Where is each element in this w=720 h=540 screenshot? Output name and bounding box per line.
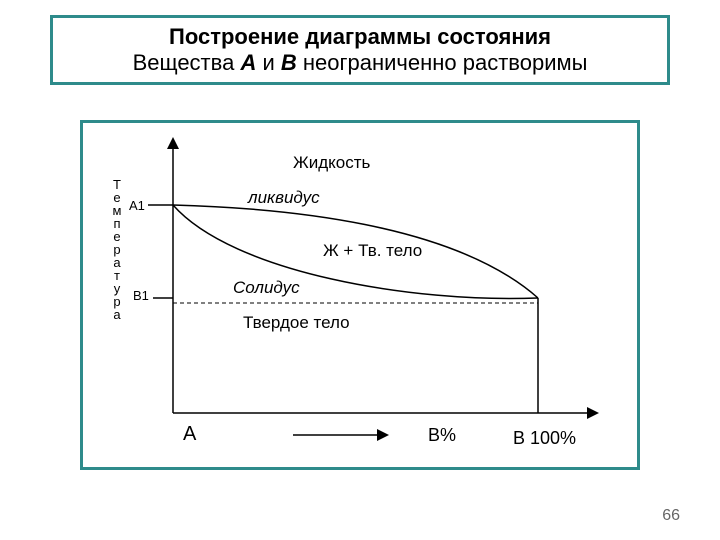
- diagram-inner: Температура Жидкость ликвидус Ж + Тв. те…: [83, 123, 637, 467]
- liquidus-label: ликвидус: [248, 188, 320, 208]
- a1-label: А1: [129, 198, 145, 213]
- solidus-label: Солидус: [233, 278, 300, 298]
- diagram-svg: [83, 123, 643, 473]
- title-line1: Построение диаграммы состояния: [169, 24, 551, 50]
- title-line2: Вещества А и В неограниченно растворимы: [133, 50, 588, 76]
- page-number: 66: [662, 507, 680, 525]
- mixed-label: Ж + Тв. тело: [323, 241, 422, 261]
- b-100-label: В 100%: [513, 428, 576, 449]
- y-axis-letter: а: [111, 308, 123, 321]
- a-axis-label: А: [183, 423, 196, 446]
- title-box: Построение диаграммы состояния Вещества …: [50, 15, 670, 85]
- liquid-label: Жидкость: [293, 153, 370, 173]
- solid-label: Твердое тело: [243, 313, 350, 333]
- b-percent-label: В%: [428, 425, 456, 446]
- y-axis-label: Температура: [111, 178, 123, 321]
- diagram-box: Температура Жидкость ликвидус Ж + Тв. те…: [80, 120, 640, 470]
- b1-label: В1: [133, 288, 149, 303]
